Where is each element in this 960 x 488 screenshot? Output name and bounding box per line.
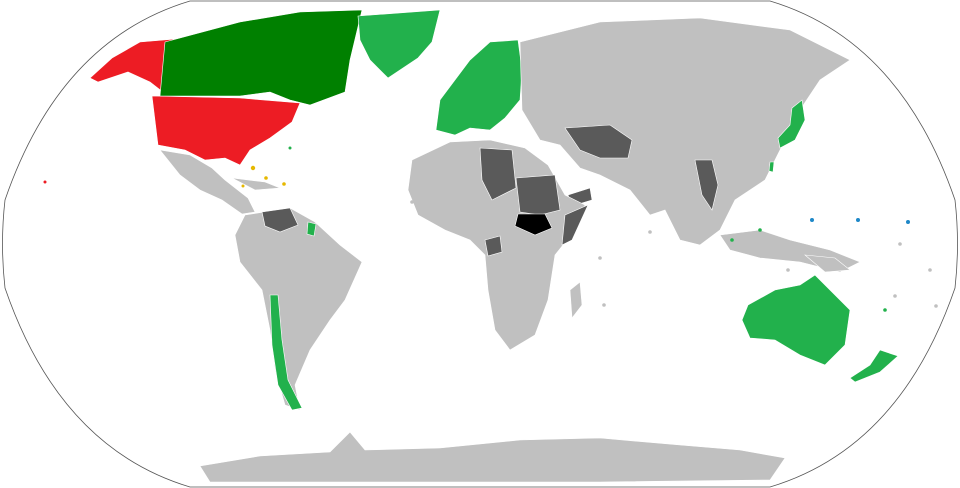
island-dot — [934, 304, 938, 308]
venezuela — [261, 207, 299, 233]
somalia — [561, 204, 589, 246]
island-dot — [241, 184, 245, 188]
canada — [159, 9, 363, 106]
island-dot — [893, 294, 897, 298]
island-dot — [410, 200, 414, 204]
island-dot — [906, 220, 910, 224]
island-dot — [898, 242, 902, 246]
libya — [479, 147, 517, 201]
caribbean — [231, 177, 281, 191]
french-guiana — [306, 221, 317, 237]
antarctica — [199, 431, 786, 483]
new-zealand — [849, 349, 899, 383]
greenland — [357, 9, 441, 79]
island-dot — [472, 238, 476, 242]
sudan — [515, 174, 561, 216]
island-dot — [758, 228, 762, 232]
island-dot — [250, 165, 256, 171]
madagascar — [569, 281, 583, 319]
australia — [741, 274, 851, 366]
island-dot — [282, 182, 286, 186]
island-dot — [928, 268, 932, 272]
chile — [269, 294, 303, 411]
island-dot — [856, 218, 860, 222]
island-dot — [264, 176, 268, 180]
asia — [519, 17, 851, 246]
myanmar — [694, 159, 719, 211]
island-dot — [786, 268, 790, 272]
mexico-central-america — [159, 149, 256, 215]
iran — [564, 124, 633, 159]
united-states — [151, 95, 301, 166]
island-dot — [43, 180, 47, 184]
island-dot — [648, 230, 652, 234]
island-dot — [730, 238, 734, 242]
island-markers — [43, 146, 938, 312]
south-sudan — [514, 213, 553, 236]
island-dot — [288, 146, 292, 150]
taiwan — [768, 161, 775, 173]
island-dot — [810, 218, 814, 222]
central-africa — [484, 235, 503, 257]
south-america — [234, 207, 363, 411]
japan — [777, 99, 806, 149]
island-dot — [598, 256, 602, 260]
island-dot — [602, 303, 606, 307]
papua — [804, 254, 851, 273]
island-dot — [883, 308, 887, 312]
